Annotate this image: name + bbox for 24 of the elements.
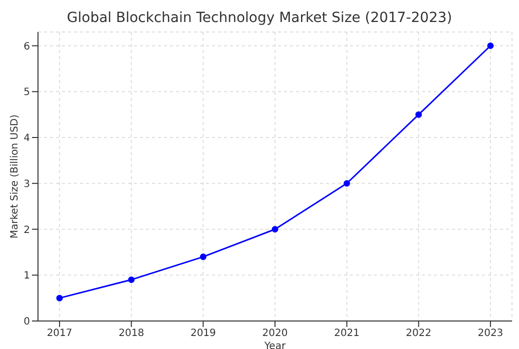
point [344,180,350,187]
y-tick-label: 3 [24,178,30,190]
y-tick-label: 5 [24,87,30,98]
y-tick-label: 0 [24,316,30,328]
chart-title: Global Blockchain Technology Market Size (2017-2023) [66,10,454,26]
x-tick-label: 2023 [478,328,504,340]
x-tick-label: 2022 [406,328,432,340]
x-axis-title: Year [263,341,286,349]
x-tick-label: 2017 [46,328,72,340]
y-tick-label: 1 [24,270,30,282]
x-tick-label: 2020 [262,328,288,340]
y-axis-title: Market Size (Billion USD) [10,114,21,239]
y-tick-label: 6 [24,41,30,52]
x-tick-label: 2018 [118,328,144,340]
point [415,111,422,118]
point [128,276,135,283]
y-tick-label: 4 [24,133,30,144]
point [272,226,278,233]
point [56,294,63,302]
y-tick-label: 2 [24,224,30,236]
x-tick-label: 2019 [190,328,216,340]
point [200,254,206,260]
x-tick-label: 2021 [334,328,360,340]
point [487,42,494,50]
